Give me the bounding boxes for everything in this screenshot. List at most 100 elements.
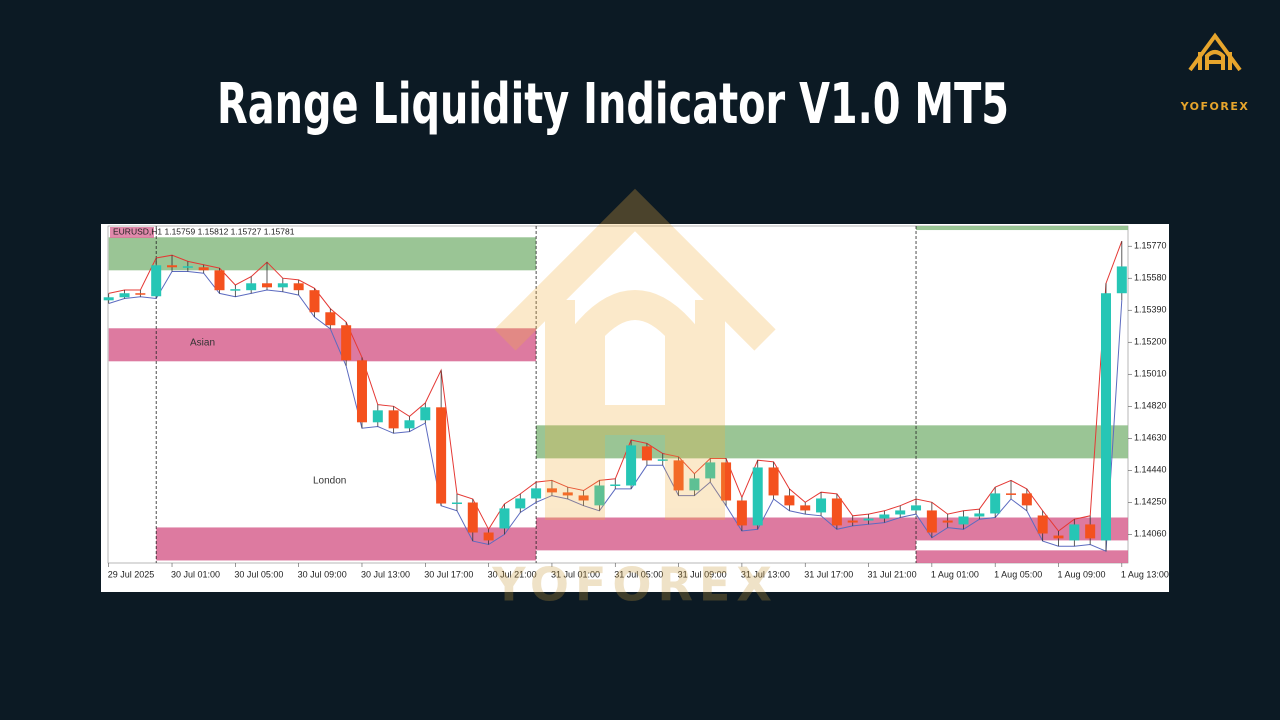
y-tick-label: 1.15010 — [1134, 369, 1167, 379]
liquidity-zone — [156, 527, 537, 561]
candle-body — [847, 520, 858, 523]
y-tick-label: 1.14630 — [1134, 433, 1167, 443]
candle-body — [546, 488, 557, 493]
x-tick-label: 1 Aug 01:00 — [931, 569, 979, 579]
candle-body — [372, 410, 383, 423]
candle-body — [388, 410, 399, 429]
candle-body — [103, 297, 114, 301]
candle-body — [594, 485, 605, 506]
x-tick-label: 31 Jul 13:00 — [741, 569, 790, 579]
candle-body — [736, 500, 747, 526]
candle-body — [135, 293, 146, 295]
candle-body — [309, 290, 320, 313]
x-tick-label: 30 Jul 01:00 — [171, 569, 220, 579]
candle-body — [167, 265, 178, 268]
candle-body — [1053, 535, 1064, 539]
candle-body — [198, 267, 209, 271]
candle-body — [562, 492, 573, 496]
candle-body — [974, 513, 985, 517]
y-tick-label: 1.14440 — [1134, 465, 1167, 475]
candle-body — [499, 508, 510, 529]
candle-body — [831, 498, 842, 526]
candle-body — [895, 510, 906, 515]
candle-body — [800, 505, 811, 511]
watermark: YOFOREX — [491, 188, 776, 612]
candle-body — [705, 462, 716, 479]
candle-body — [182, 266, 193, 268]
candle-body — [1100, 293, 1111, 541]
x-tick-label: 31 Jul 05:00 — [614, 569, 663, 579]
candle-body — [641, 446, 652, 461]
symbol-badge — [110, 227, 154, 238]
candle-body — [721, 462, 732, 501]
x-tick-label: 30 Jul 21:00 — [488, 569, 537, 579]
candle-body — [293, 283, 304, 291]
low-line — [108, 271, 1123, 552]
candle-body — [515, 498, 526, 509]
candle-body — [752, 467, 763, 526]
candle-body — [816, 498, 827, 513]
candle-body — [341, 325, 352, 361]
liquidity-zone — [108, 328, 537, 362]
candle-body — [420, 407, 431, 421]
y-tick-label: 1.15770 — [1134, 241, 1167, 251]
candle-body — [863, 518, 874, 521]
candle-body — [262, 283, 272, 288]
candle-body — [942, 520, 953, 523]
candle-body — [958, 516, 969, 525]
candle-body — [246, 283, 257, 291]
candle-body — [404, 420, 415, 429]
x-tick-label: 31 Jul 17:00 — [804, 569, 853, 579]
candle-body — [277, 283, 288, 288]
x-tick-label: 1 Aug 13:00 — [1121, 569, 1169, 579]
candle-body — [467, 502, 478, 533]
candle-body — [578, 495, 589, 501]
candle-body — [356, 360, 367, 423]
candle-body — [483, 532, 494, 541]
brand-logo: YOFOREX — [1180, 32, 1250, 113]
candle-body — [1021, 493, 1032, 506]
x-tick-label: 29 Jul 2025 — [108, 569, 155, 579]
x-tick-label: 31 Jul 21:00 — [868, 569, 917, 579]
liquidity-zone — [536, 517, 917, 551]
candle-body — [926, 510, 937, 533]
y-tick-label: 1.15580 — [1134, 273, 1167, 283]
watermark-icon — [494, 188, 776, 520]
candle-body — [1116, 266, 1127, 294]
candle-body — [531, 488, 542, 499]
candle-body — [325, 312, 336, 326]
y-tick-label: 1.14250 — [1134, 497, 1167, 507]
x-tick-label: 1 Aug 05:00 — [994, 569, 1042, 579]
candle-body — [990, 493, 1001, 514]
y-tick-label: 1.15390 — [1134, 305, 1167, 315]
candle-body — [119, 293, 130, 298]
x-tick-label: 30 Jul 09:00 — [298, 569, 347, 579]
x-tick-label: 30 Jul 05:00 — [234, 569, 283, 579]
plot-area — [107, 225, 1129, 564]
candle-body — [784, 495, 795, 506]
candle-body — [151, 265, 162, 297]
candle-body — [673, 460, 684, 491]
candle-body — [689, 478, 700, 491]
page-title: Range Liquidity Indicator V1.0 MT5 — [217, 72, 1009, 137]
y-tick-label: 1.15200 — [1134, 337, 1167, 347]
candle-body — [436, 407, 447, 504]
zone-label: London — [313, 476, 346, 487]
candle-body — [768, 467, 779, 496]
candle-body — [1037, 515, 1048, 534]
y-tick-label: 1.14820 — [1134, 401, 1167, 411]
candle-body — [610, 484, 621, 486]
logo-text: YOFOREX — [1180, 100, 1250, 113]
liquidity-zone — [916, 550, 1128, 563]
logo-icon — [1188, 32, 1242, 72]
zone-label: Asian — [190, 338, 215, 349]
x-tick-label: 30 Jul 17:00 — [424, 569, 473, 579]
liquidity-zone — [916, 226, 1128, 231]
x-tick-label: 1 Aug 09:00 — [1058, 569, 1106, 579]
candle-body — [230, 289, 241, 291]
candle-body — [1069, 524, 1080, 541]
liquidity-zone — [108, 237, 537, 271]
x-tick-label: 31 Jul 09:00 — [678, 569, 727, 579]
